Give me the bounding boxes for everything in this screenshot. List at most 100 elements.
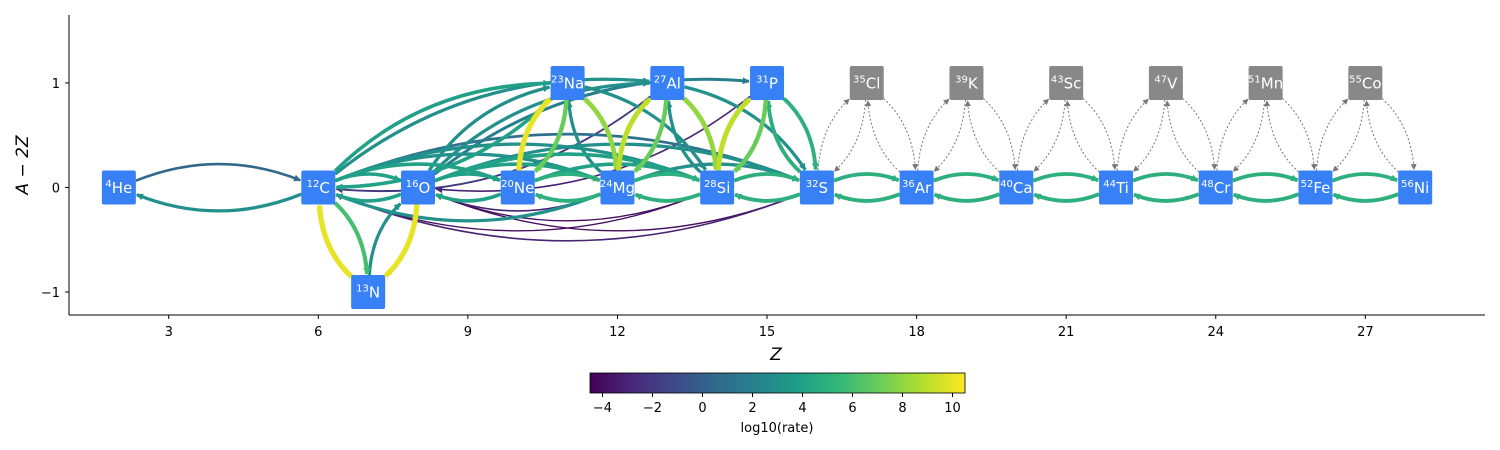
node-box — [1298, 170, 1333, 205]
x-tick-label: 18 — [908, 325, 925, 340]
link-cr-to-ti — [1133, 192, 1200, 203]
link-ti-to-v — [1116, 98, 1149, 171]
node-mass: 24 — [600, 179, 613, 190]
node-symbol: Ni — [1414, 179, 1429, 197]
node-24mg: 24Mg — [600, 170, 635, 205]
node-symbol: Co — [1362, 74, 1382, 92]
link-si-to-s — [733, 172, 800, 183]
node-mass: 43 — [1051, 74, 1064, 85]
node-mass: 56 — [1401, 179, 1414, 190]
node-32s: 32S — [799, 170, 834, 205]
link-c-to-na — [333, 79, 551, 173]
node-label: 52Fe — [1301, 179, 1331, 197]
node-mass: 51 — [1248, 74, 1261, 85]
node-51mn: 51Mn — [1248, 65, 1283, 100]
y-tick-label: −1 — [41, 286, 60, 301]
link-sc-to-ca — [1033, 99, 1066, 172]
node-12c: 12C — [301, 170, 336, 205]
node-label: 51Mn — [1248, 74, 1283, 92]
link-al-to-mg — [633, 99, 669, 174]
node-symbol: Ca — [1013, 179, 1033, 197]
node-symbol: O — [418, 179, 430, 197]
node-48cr: 48Cr — [1198, 170, 1233, 205]
link-ne-to-o — [435, 192, 502, 203]
link-p-to-s — [782, 96, 819, 171]
colorbar-label: log10(rate) — [741, 421, 814, 436]
node-box — [101, 170, 136, 205]
link-cr-to-fe — [1231, 172, 1299, 183]
node-label: 56Ni — [1401, 179, 1429, 197]
node-label: 23Na — [551, 74, 584, 92]
link-ti-to-ca — [1033, 192, 1100, 203]
link-si-to-mg — [634, 192, 701, 203]
node-label: 24Mg — [600, 179, 635, 197]
node-mass: 16 — [406, 179, 419, 190]
node-23na: 23Na — [550, 65, 585, 100]
node-mass: 36 — [902, 179, 915, 190]
node-27al: 27Al — [650, 65, 685, 100]
link-ti-to-cr — [1132, 172, 1199, 183]
link-na-to-si — [584, 85, 707, 171]
node-symbol: Al — [666, 74, 680, 92]
node-symbol: Cl — [866, 74, 881, 92]
link-ar-to-s — [833, 192, 901, 203]
node-mass: 35 — [853, 74, 866, 85]
node-symbol: Sc — [1064, 74, 1082, 92]
node-label: 32S — [806, 179, 828, 197]
node-symbol: Ti — [1115, 179, 1129, 197]
x-tick-label: 15 — [759, 325, 776, 340]
node-mass: 48 — [1201, 179, 1214, 190]
link-ca-to-sc — [1016, 98, 1050, 171]
node-box — [1198, 170, 1233, 205]
node-box — [401, 170, 436, 205]
node-box — [1248, 65, 1283, 100]
node-symbol: K — [968, 74, 979, 92]
node-35cl: 35Cl — [849, 65, 884, 100]
node-16o: 16O — [401, 170, 436, 205]
link-ca-to-ar — [933, 192, 1001, 203]
x-tick-label: 24 — [1207, 325, 1224, 340]
x-tick-label: 12 — [609, 325, 626, 340]
node-label: 28Si — [704, 179, 730, 197]
node-symbol: Mg — [613, 179, 635, 197]
node-box — [999, 170, 1034, 205]
reaction-links — [135, 77, 1417, 279]
node-symbol: He — [112, 179, 133, 197]
colorbar-tick-label: 6 — [848, 401, 856, 416]
link-o-to-p — [433, 77, 750, 176]
colorbar-ticks: −4 −2 0 2 4 6 8 10 — [593, 393, 961, 416]
colorbar-gradient — [589, 372, 966, 394]
link-o-to-c — [335, 192, 402, 203]
link-n-to-c — [316, 204, 354, 279]
node-label: 44Ti — [1103, 179, 1129, 197]
link-ne-to-na — [516, 97, 552, 171]
node-box — [700, 170, 735, 205]
node-label: 4He — [105, 179, 132, 197]
link-c-to-he — [136, 192, 303, 213]
x-tick-label: 9 — [464, 325, 472, 340]
node-box — [1398, 170, 1433, 205]
node-52fe: 52Fe — [1298, 170, 1333, 205]
colorbar-tick-label: 2 — [748, 401, 756, 416]
node-label: 48Cr — [1201, 179, 1231, 197]
y-axis-label: A − 2Z — [13, 135, 33, 195]
link-c-to-al — [334, 77, 650, 176]
node-box — [949, 65, 984, 100]
y-tick-label: 0 — [52, 181, 60, 196]
link-s-to-c — [335, 193, 801, 242]
link-mn-to-cr — [1232, 99, 1265, 172]
node-label: 43Sc — [1051, 74, 1082, 92]
link-mg-to-si — [633, 172, 701, 183]
link-mg-to-ne — [534, 192, 602, 203]
node-box — [650, 65, 685, 100]
link-o-to-al — [433, 79, 650, 173]
link-fe-to-cr — [1232, 192, 1300, 203]
colorbar-tick-label: 10 — [944, 401, 961, 416]
node-box — [750, 65, 785, 100]
node-box — [500, 170, 535, 205]
node-label: 47V — [1154, 74, 1178, 92]
y-tick-label: 1 — [52, 77, 60, 92]
link-ca-to-ti — [1032, 172, 1099, 183]
link-si-to-p — [715, 97, 752, 171]
